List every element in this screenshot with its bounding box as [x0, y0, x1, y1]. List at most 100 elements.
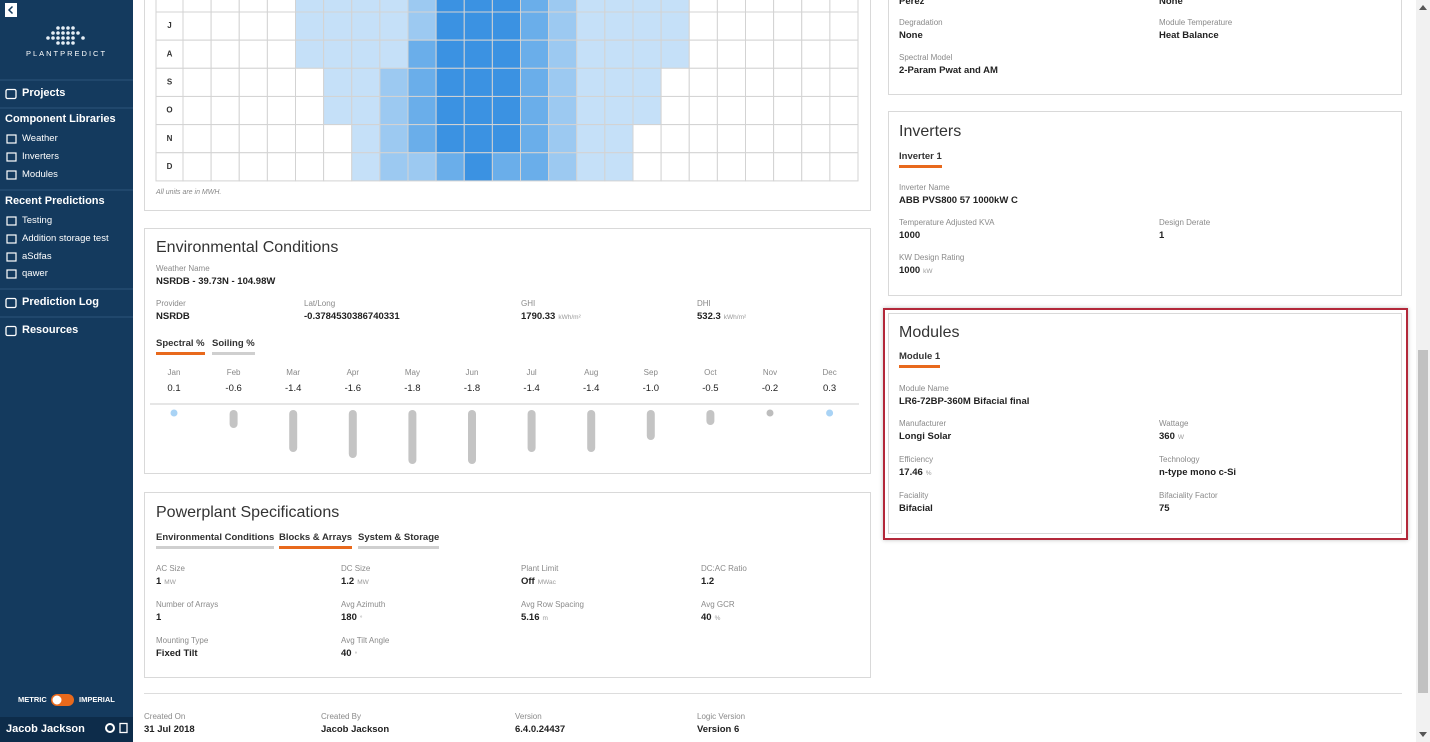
field-value: 75: [1159, 503, 1170, 514]
field-value: Perez: [899, 0, 924, 7]
unit: °: [359, 615, 363, 622]
value: None: [1159, 0, 1183, 7]
value: 1.2: [701, 576, 715, 587]
tab[interactable]: Module 1: [899, 351, 941, 368]
tab[interactable]: Spectral %: [156, 338, 205, 355]
nav-item[interactable]: Modules: [22, 169, 58, 180]
value: Heat Balance: [1159, 30, 1219, 41]
card-title: Environmental Conditions: [156, 239, 339, 256]
field-label: AC Size: [156, 564, 185, 573]
nav-item[interactable]: Weather: [22, 133, 58, 144]
field-label: Avg Tilt Angle: [341, 636, 390, 645]
heatmap-note: All units are in MWH.: [156, 189, 222, 196]
field-value: 40 °: [341, 648, 357, 659]
scroll-thumb[interactable]: [1418, 350, 1428, 693]
field-value: None: [899, 30, 923, 41]
unit: %: [925, 470, 932, 477]
logo-dot: [66, 31, 70, 35]
nav-item[interactable]: Inverters: [22, 151, 59, 162]
field-value: 1000: [899, 230, 920, 241]
nav-item[interactable]: Resources: [22, 324, 79, 336]
logo-dot: [46, 36, 50, 40]
value: None: [899, 30, 923, 41]
value: -0.3784530386740331: [304, 311, 400, 322]
field-label: Avg GCR: [701, 600, 735, 609]
collapse-button[interactable]: [5, 3, 17, 17]
tab[interactable]: Soiling %: [212, 338, 255, 355]
nav-item[interactable]: Testing: [22, 215, 53, 226]
field-value: NSRDB: [156, 311, 190, 322]
value: Fixed Tilt: [156, 648, 198, 659]
nav-icon: [6, 170, 17, 180]
nav-item[interactable]: Addition storage test: [22, 233, 109, 244]
value: 5.16: [521, 612, 540, 623]
month-value: -1.4: [285, 383, 302, 394]
month-label: May: [404, 368, 420, 377]
logo-dot: [71, 36, 75, 40]
nav-icon: [6, 152, 17, 162]
environmental-card: [144, 228, 871, 474]
value: NSRDB - 39.73N - 104.98W: [156, 276, 276, 287]
field-label: Mounting Type: [156, 636, 209, 645]
user-bar: [0, 717, 133, 742]
heatmap-card: [144, 0, 871, 211]
month-label: Jul: [526, 368, 537, 377]
nav-icon: [6, 216, 17, 226]
field-label: Faciality: [899, 491, 929, 500]
unit: W: [1177, 434, 1184, 441]
field-label: Provider: [156, 299, 186, 308]
value: NSRDB: [156, 311, 190, 322]
nav-item[interactable]: Prediction Log: [22, 296, 99, 308]
field-value: Longi Solar: [899, 431, 951, 442]
value: 360: [1159, 431, 1175, 442]
field-label: Temperature Adjusted KVA: [899, 218, 995, 227]
logo-dot: [61, 26, 65, 30]
field-label: Inverter Name: [899, 183, 950, 192]
logo-dot: [71, 41, 75, 45]
nav-icon: [5, 297, 17, 309]
field-value: 1.2: [701, 576, 714, 587]
logo-dot: [51, 36, 55, 40]
field-value: ABB PVS800 57 1000kW C: [899, 195, 1018, 206]
field-label: Technology: [1159, 455, 1200, 464]
field-label: Spectral Model: [899, 53, 953, 62]
tab[interactable]: Blocks & Arrays: [279, 532, 353, 549]
unit-right: IMPERIAL: [79, 695, 115, 704]
unit: MWac: [537, 579, 556, 586]
nav-item[interactable]: aSdfas: [22, 251, 52, 262]
field-value: 532.3 kWh/m²: [697, 311, 746, 322]
logo-dot: [66, 36, 70, 40]
month-label: Mar: [286, 368, 301, 377]
tab[interactable]: Inverter 1: [899, 151, 942, 168]
month-value: 0.3: [822, 383, 837, 394]
value: 1: [156, 576, 162, 587]
modules-card: [888, 313, 1402, 534]
month-label: Aug: [584, 368, 599, 377]
logo-dot: [71, 31, 75, 35]
value: 17.46: [899, 467, 923, 478]
value: 1000: [899, 230, 921, 241]
logout-icon[interactable]: [119, 722, 128, 734]
month-value: -0.6: [225, 383, 242, 394]
value: 532.3: [697, 311, 721, 322]
nav-icon: [6, 234, 17, 244]
field-label: Weather Name: [156, 264, 210, 273]
field-value: Version 6: [697, 724, 739, 735]
tab[interactable]: System & Storage: [358, 532, 440, 549]
month-value: -1.8: [463, 383, 481, 394]
nav-item[interactable]: qawer: [22, 268, 48, 279]
field-label: Logic Version: [697, 712, 746, 721]
value: 1790.33: [521, 311, 556, 322]
footer-rule: [144, 693, 1402, 694]
settings-icon[interactable]: [105, 723, 115, 733]
nav-item[interactable]: Projects: [22, 87, 66, 99]
value: LR6-72BP-360M Bifacial final: [899, 396, 1030, 407]
field-value: 180 °: [341, 612, 362, 623]
unit: kW: [923, 268, 933, 275]
value: 2-Param Pwat and AM: [899, 65, 998, 76]
tab[interactable]: Environmental Conditions: [156, 532, 275, 549]
field-label: Created On: [144, 712, 186, 721]
month-value: -1.0: [642, 383, 659, 394]
field-label: Avg Azimuth: [341, 600, 386, 609]
unit: MW: [357, 579, 369, 586]
